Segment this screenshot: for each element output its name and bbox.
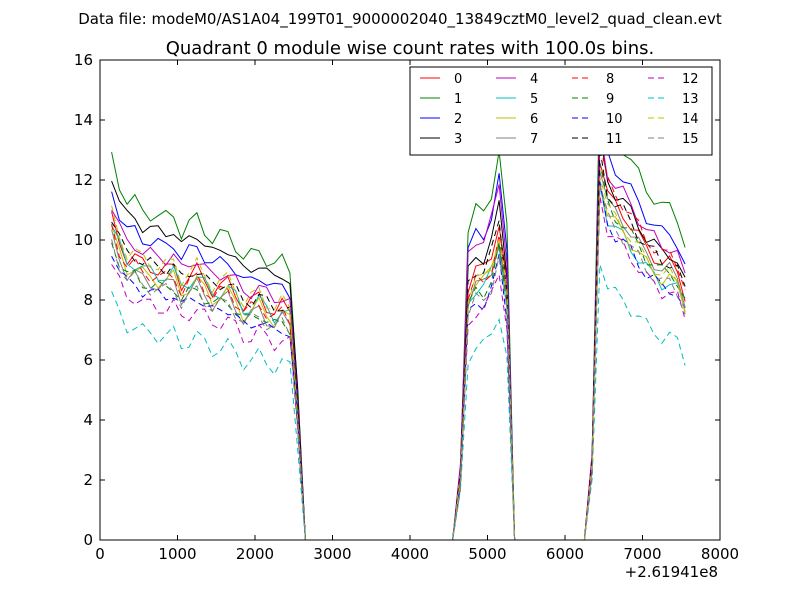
legend-label-12: 12 [682,72,699,87]
legend-label-7: 7 [530,132,538,147]
legend-label-2: 2 [454,112,462,127]
y-tick-label: 0 [83,531,93,549]
series-line-15 [111,184,686,541]
legend-label-8: 8 [606,72,614,87]
legend-label-11: 11 [606,132,623,147]
x-tick-label: 4000 [391,545,429,563]
chart-title: Quadrant 0 module wise count rates with … [166,38,655,59]
y-tick-label: 16 [74,51,93,69]
series-line-6 [111,183,686,541]
y-tick-label: 6 [83,351,93,369]
legend-label-5: 5 [530,92,538,107]
legend-label-4: 4 [530,72,538,87]
x-offset-label: +2.61941e8 [625,563,718,581]
series-line-5 [111,184,686,541]
legend-label-9: 9 [606,92,614,107]
legend-label-14: 14 [682,112,699,127]
x-tick-label: 7000 [623,545,661,563]
legend-label-6: 6 [530,112,538,127]
y-tick-label: 2 [83,471,93,489]
legend-label-0: 0 [454,72,462,87]
y-tick-label: 8 [83,291,93,309]
legend-label-10: 10 [606,112,623,127]
x-tick-label: 3000 [313,545,351,563]
data-file-label: Data file: modeM0/AS1A04_199T01_90000020… [78,10,722,29]
x-tick-label: 5000 [468,545,506,563]
legend-label-13: 13 [682,92,699,107]
y-tick-label: 14 [74,111,93,129]
x-tick-label: 8000 [701,545,739,563]
x-tick-label: 1000 [158,545,196,563]
x-tick-label: 6000 [546,545,584,563]
legend-box [409,66,713,156]
axis-ticks: 0 1000 2000 3000 4000 5000 6000 7000 80000246810… [74,51,739,563]
x-tick-label: 2000 [236,545,274,563]
legend-label-1: 1 [454,92,462,107]
y-tick-label: 4 [83,411,93,429]
legend-label-15: 15 [682,132,699,147]
series-line-13 [111,264,686,541]
y-tick-label: 10 [74,231,93,249]
legend-label-3: 3 [454,132,462,147]
x-tick-label: 0 [95,545,105,563]
y-tick-label: 12 [74,171,93,189]
